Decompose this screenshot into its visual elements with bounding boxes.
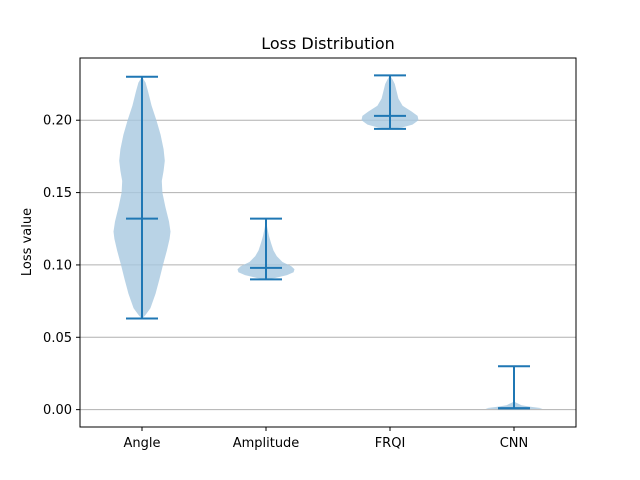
x-tick-label: CNN — [500, 436, 529, 451]
chart-title: Loss Distribution — [261, 34, 395, 53]
y-tick-label: 0.15 — [43, 186, 72, 201]
y-tick-label: 0.05 — [43, 331, 72, 346]
x-tick-label: Angle — [124, 436, 161, 451]
x-axis: Angle Amplitude FRQI CNN — [124, 427, 529, 451]
y-tick-label: 0.20 — [43, 114, 72, 129]
x-tick-label: FRQI — [375, 436, 406, 451]
x-tick-label: Amplitude — [233, 436, 300, 451]
y-axis: 0.00 0.05 0.10 0.15 0.20 — [43, 114, 80, 418]
plot-frame — [79, 57, 577, 428]
y-axis-label: Loss value — [20, 208, 35, 276]
violin-bodies — [113, 75, 543, 410]
y-tick-label: 0.00 — [43, 403, 72, 418]
y-tick-label: 0.10 — [43, 258, 72, 273]
violin-stats — [126, 74, 530, 410]
